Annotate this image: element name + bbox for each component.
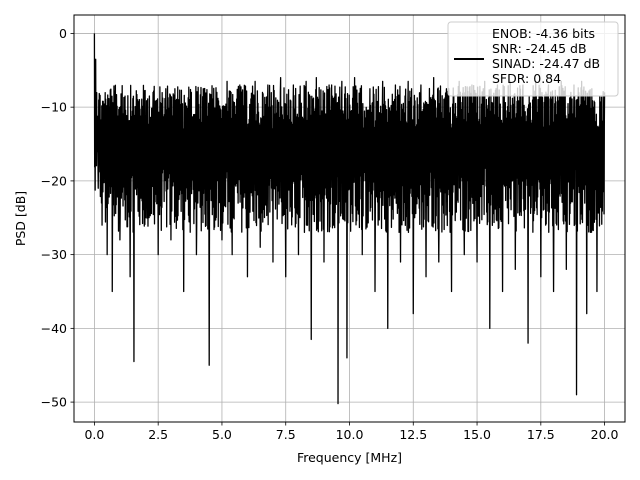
y-tick-label: −20 [41, 173, 67, 188]
x-tick-label: 17.5 [527, 427, 555, 442]
legend-entry-snr: SNR: -24.45 dB [492, 41, 587, 56]
y-axis-label: PSD [dB] [13, 191, 28, 246]
x-tick-label: 2.5 [148, 427, 168, 442]
x-tick-label: 15.0 [463, 427, 491, 442]
y-tick-label: −30 [41, 247, 67, 262]
x-tick-label: 20.0 [591, 427, 619, 442]
y-tick-label: −50 [41, 395, 67, 410]
x-tick-label: 0.0 [84, 427, 104, 442]
x-axis-label: Frequency [MHz] [297, 450, 402, 465]
y-tick-label: 0 [59, 26, 67, 41]
x-tick-label: 12.5 [399, 427, 427, 442]
y-tick-label: −40 [41, 321, 67, 336]
y-ticks: 0 −10 −20 −30 −40 −50 [41, 26, 74, 410]
series-layer [93, 33, 606, 405]
legend-entry-enob: ENOB: -4.36 bits [492, 26, 595, 41]
x-tick-label: 5.0 [212, 427, 232, 442]
legend: ENOB: -4.36 bits SNR: -24.45 dB SINAD: -… [447, 21, 619, 97]
legend-entry-sinad: SINAD: -24.47 dB [492, 56, 600, 71]
legend-box [447, 21, 619, 97]
legend-entry-sfdr: SFDR: 0.84 [492, 71, 561, 86]
y-tick-label: −10 [41, 100, 67, 115]
psd-series-line [93, 33, 606, 405]
x-ticks: 0.0 2.5 5.0 7.5 10.0 12.5 15.0 17.5 20.0 [84, 422, 619, 442]
x-tick-label: 10.0 [336, 427, 364, 442]
x-tick-label: 7.5 [276, 427, 296, 442]
